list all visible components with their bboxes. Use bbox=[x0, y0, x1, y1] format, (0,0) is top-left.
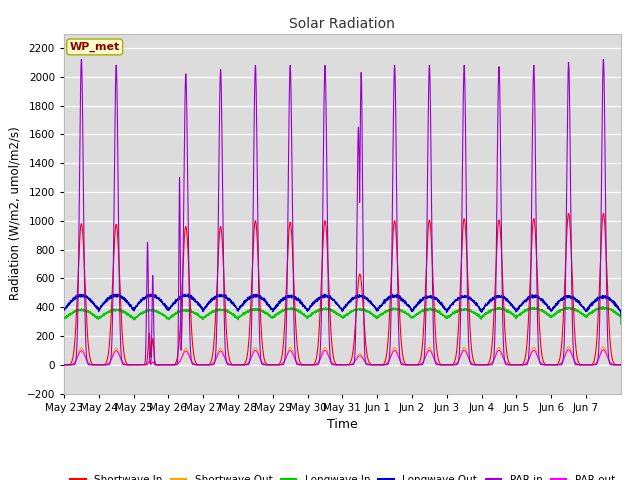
Title: Solar Radiation: Solar Radiation bbox=[289, 17, 396, 31]
X-axis label: Time: Time bbox=[327, 418, 358, 431]
Y-axis label: Radiation (W/m2, umol/m2/s): Radiation (W/m2, umol/m2/s) bbox=[8, 127, 21, 300]
Legend: Shortwave In, Shortwave Out, Longwave In, Longwave Out, PAR in, PAR out: Shortwave In, Shortwave Out, Longwave In… bbox=[66, 471, 619, 480]
Text: WP_met: WP_met bbox=[70, 42, 120, 52]
